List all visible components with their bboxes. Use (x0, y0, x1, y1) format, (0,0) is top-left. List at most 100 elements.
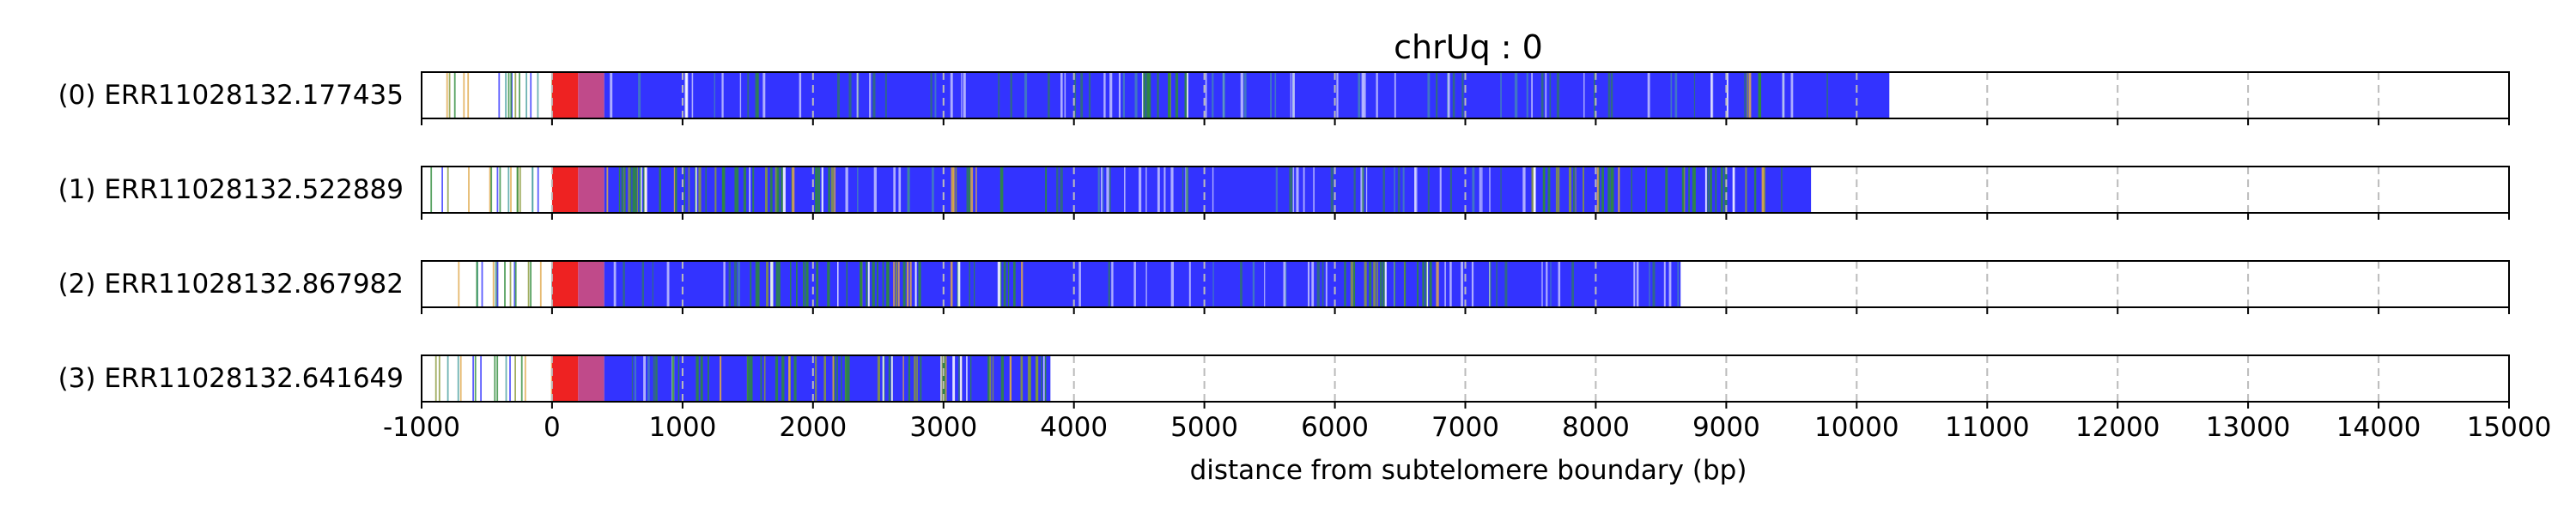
stripe-mark (624, 167, 626, 213)
stripe-mark (1275, 167, 1278, 213)
stripe-mark (1145, 72, 1149, 118)
stripe-mark (969, 261, 970, 307)
stripe-mark (1826, 72, 1828, 118)
read-bar-2 (604, 261, 1681, 307)
stripe-mark (1097, 167, 1100, 213)
stripe-mark (1048, 72, 1050, 118)
stripe-mark (906, 261, 909, 307)
stripe-mark (720, 355, 722, 402)
stripe-mark (510, 167, 512, 213)
stripe-mark (696, 355, 699, 402)
stripe-mark (966, 355, 968, 402)
stripe-mark (610, 72, 613, 118)
stripe-mark (1021, 261, 1024, 307)
stripe-mark (1064, 72, 1066, 118)
stripe-mark (738, 261, 740, 307)
stripe-mark (778, 261, 781, 307)
stripe-mark (1557, 167, 1560, 213)
stripe-mark (505, 72, 507, 118)
x-tick-label: 6000 (1301, 412, 1369, 443)
stripe-mark (752, 167, 755, 213)
stripe-mark (893, 261, 895, 307)
stripe-mark (691, 72, 694, 118)
stripe-mark (453, 72, 456, 118)
stripe-mark (1308, 261, 1310, 307)
stripe-mark (848, 72, 852, 118)
stripe-mark (673, 167, 676, 213)
stripe-mark (970, 167, 974, 213)
stripe-mark (537, 72, 539, 118)
stripe-mark (1543, 167, 1545, 213)
stripe-mark (509, 261, 512, 307)
stripe-mark (632, 167, 635, 213)
stripe-mark (867, 261, 870, 307)
stripe-mark (1311, 261, 1315, 307)
stripe-mark (1000, 355, 1004, 402)
stripe-mark (788, 355, 791, 402)
stripe-mark (606, 167, 609, 213)
stripe-mark (636, 167, 639, 213)
stripe-mark (1414, 167, 1418, 213)
stripe-mark (1394, 261, 1396, 307)
stripe-mark (1141, 72, 1144, 118)
stripe-mark (1596, 167, 1599, 213)
stripe-mark (1212, 72, 1214, 118)
stripe-mark (671, 355, 675, 402)
read-label-3: (3) ERR11028132.641649 (58, 363, 404, 394)
stripe-mark (526, 72, 527, 118)
stripe-mark (857, 167, 859, 213)
stripe-mark (1289, 167, 1292, 213)
stripe-mark (1715, 167, 1717, 213)
stripe-mark (1243, 72, 1247, 118)
stripe-mark (643, 355, 646, 402)
stripe-mark (1782, 72, 1785, 118)
stripe-mark (1726, 72, 1728, 118)
stripe-mark (1447, 72, 1450, 118)
stripe-mark (654, 355, 658, 402)
stripe-mark (1291, 72, 1295, 118)
stripe-mark (728, 261, 731, 307)
x-tick-label: 9000 (1692, 412, 1760, 443)
stripe-mark (1364, 261, 1367, 307)
stripe-mark (1429, 261, 1432, 307)
stripe-mark (1325, 261, 1327, 307)
stripe-mark (877, 261, 878, 307)
stripe-mark (1029, 355, 1031, 402)
stripe-mark (659, 167, 661, 213)
stripe-mark (765, 167, 768, 213)
stripe-mark (458, 261, 460, 307)
stripe-mark (968, 167, 971, 213)
stripe-mark (974, 261, 975, 307)
stripe-mark (1652, 261, 1656, 307)
stripe-mark (817, 167, 821, 213)
stripe-mark (1060, 167, 1063, 213)
stripe-mark (750, 355, 753, 402)
x-tick-label: 13000 (2206, 412, 2291, 443)
stripe-mark (1111, 261, 1114, 307)
x-tick-label: 5000 (1170, 412, 1238, 443)
stripe-mark (507, 72, 510, 118)
stripe-mark (1133, 261, 1136, 307)
stripe-mark (1036, 355, 1039, 402)
stripe-mark (950, 261, 953, 307)
stripe-mark (893, 167, 896, 213)
stripe-mark (873, 167, 877, 213)
stripe-mark (934, 72, 937, 118)
stripe-mark (750, 261, 752, 307)
stripe-mark (823, 355, 826, 402)
stripe-mark (1330, 167, 1334, 213)
stripe-mark (775, 261, 779, 307)
stripe-mark (695, 167, 697, 213)
x-tick-label: 3000 (909, 412, 977, 443)
x-tick-label: 0 (544, 412, 561, 443)
stripe-mark (1670, 72, 1673, 118)
stripe-mark (1163, 167, 1166, 213)
stripe-mark (952, 355, 956, 402)
stripe-mark (623, 261, 625, 307)
stripe-mark (434, 355, 437, 402)
stripe-mark (1316, 261, 1320, 307)
stripe-mark (1270, 72, 1272, 118)
stripe-mark (766, 261, 769, 307)
stripe-mark (793, 355, 797, 402)
stripe-mark (834, 167, 835, 213)
